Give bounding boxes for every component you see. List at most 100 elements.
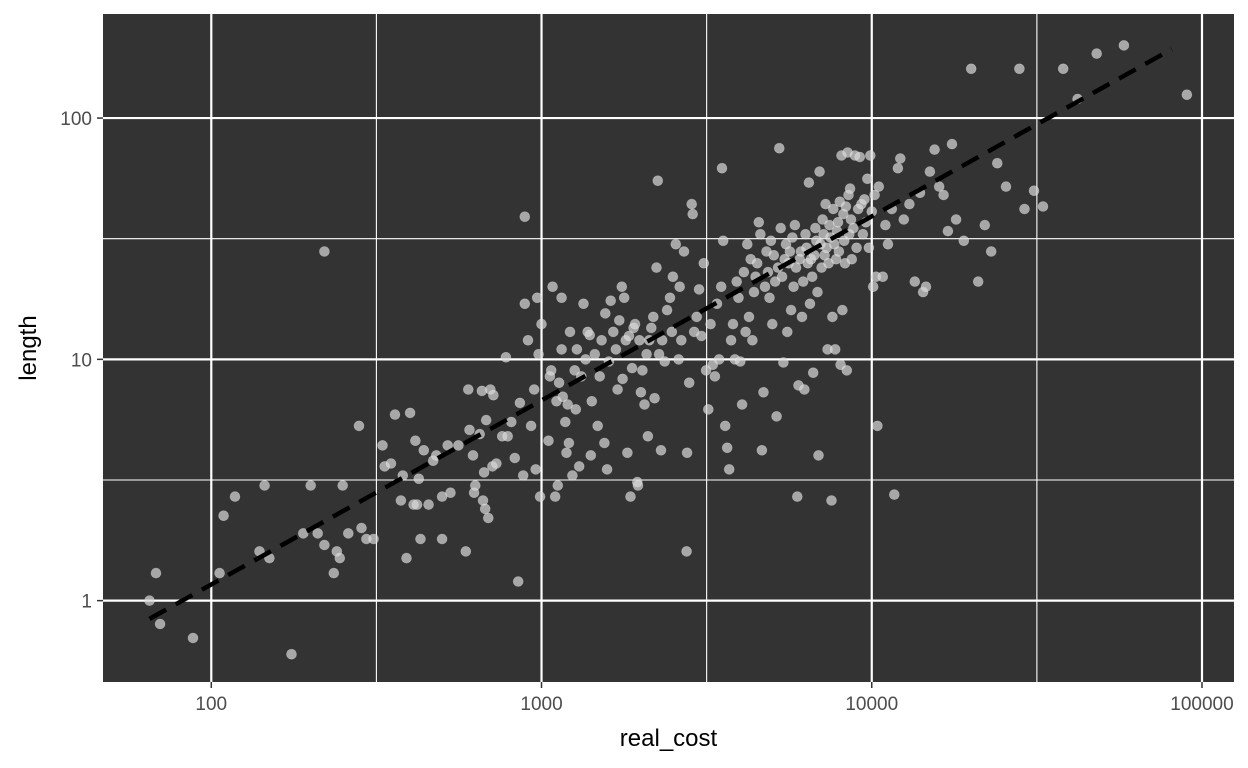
data-point bbox=[705, 318, 716, 330]
data-point bbox=[1181, 89, 1193, 100]
data-point bbox=[607, 326, 619, 338]
data-point bbox=[857, 228, 869, 240]
x-tick-label: 100 bbox=[195, 694, 227, 715]
data-point bbox=[618, 292, 630, 304]
data-point bbox=[586, 395, 598, 407]
y-tick-label: 1 bbox=[81, 592, 92, 613]
data-point bbox=[528, 384, 540, 395]
data-point bbox=[632, 480, 644, 491]
data-point bbox=[353, 420, 365, 432]
data-point bbox=[829, 344, 841, 355]
data-point bbox=[725, 334, 737, 346]
data-point bbox=[553, 377, 565, 389]
data-point bbox=[785, 304, 797, 316]
data-point bbox=[813, 450, 824, 461]
data-point bbox=[596, 334, 607, 346]
data-point bbox=[659, 356, 671, 367]
data-point bbox=[769, 276, 781, 287]
data-point bbox=[841, 365, 853, 376]
data-point bbox=[556, 344, 567, 355]
data-point bbox=[436, 491, 448, 502]
data-point bbox=[509, 452, 521, 464]
data-point bbox=[661, 304, 673, 316]
data-point bbox=[525, 420, 537, 432]
y-axis-ticks: 1 10 100 bbox=[60, 109, 103, 613]
data-point bbox=[651, 262, 662, 273]
data-point bbox=[979, 219, 991, 231]
data-point bbox=[751, 257, 763, 269]
data-point bbox=[154, 618, 166, 630]
data-point bbox=[519, 298, 531, 310]
data-point bbox=[368, 533, 379, 545]
data-point bbox=[958, 235, 970, 247]
data-point bbox=[144, 595, 155, 606]
data-point bbox=[536, 318, 547, 330]
data-point bbox=[649, 392, 660, 404]
data-point bbox=[817, 214, 828, 225]
data-point bbox=[776, 271, 788, 283]
data-point bbox=[888, 489, 900, 500]
data-point bbox=[655, 444, 667, 456]
data-point bbox=[578, 298, 589, 310]
data-point bbox=[946, 138, 958, 150]
data-point bbox=[950, 214, 962, 225]
data-point bbox=[972, 276, 984, 287]
data-point bbox=[559, 416, 571, 428]
data-point bbox=[803, 177, 815, 188]
y-axis-title: length bbox=[15, 315, 42, 380]
data-point bbox=[647, 311, 659, 323]
data-point bbox=[334, 552, 346, 564]
data-point bbox=[418, 444, 430, 456]
data-point bbox=[702, 404, 714, 415]
data-point bbox=[924, 166, 936, 177]
data-point bbox=[613, 315, 625, 326]
data-point bbox=[612, 384, 623, 395]
data-point bbox=[534, 491, 546, 502]
data-point bbox=[812, 286, 823, 298]
data-point bbox=[605, 295, 617, 307]
data-point bbox=[549, 491, 561, 502]
data-point bbox=[894, 153, 906, 164]
data-point bbox=[683, 377, 695, 389]
data-point bbox=[519, 211, 531, 222]
data-point bbox=[410, 435, 421, 447]
data-point bbox=[617, 373, 628, 385]
data-point bbox=[985, 246, 997, 257]
x-axis-title: real_cost bbox=[620, 725, 718, 752]
data-point bbox=[573, 461, 585, 472]
data-point bbox=[827, 203, 839, 215]
data-point bbox=[514, 397, 526, 409]
data-point bbox=[810, 222, 821, 234]
data-point bbox=[517, 470, 529, 481]
data-point bbox=[601, 464, 613, 475]
data-point bbox=[522, 334, 534, 346]
data-point bbox=[898, 214, 910, 225]
y-tick-label: 100 bbox=[60, 109, 92, 130]
data-point bbox=[771, 411, 782, 422]
data-point bbox=[259, 480, 270, 491]
data-point bbox=[715, 281, 727, 293]
data-point bbox=[869, 189, 880, 201]
data-point bbox=[479, 503, 491, 515]
data-point bbox=[500, 351, 512, 363]
data-point bbox=[799, 384, 810, 395]
data-point bbox=[312, 528, 324, 539]
data-point bbox=[413, 473, 425, 485]
x-tick-label: 10000 bbox=[845, 694, 898, 715]
x-tick-label: 100000 bbox=[1170, 694, 1233, 715]
data-point bbox=[806, 271, 818, 283]
data-point bbox=[844, 183, 856, 194]
data-point bbox=[652, 175, 664, 186]
data-point bbox=[755, 228, 766, 240]
data-point bbox=[594, 371, 606, 382]
data-point bbox=[727, 318, 739, 330]
data-point bbox=[837, 304, 848, 316]
data-point bbox=[564, 326, 576, 338]
data-point bbox=[863, 242, 875, 254]
data-point bbox=[395, 495, 407, 506]
data-point bbox=[563, 437, 575, 449]
y-tick-label: 10 bbox=[71, 350, 92, 371]
data-point bbox=[736, 399, 748, 410]
data-point bbox=[585, 450, 597, 461]
